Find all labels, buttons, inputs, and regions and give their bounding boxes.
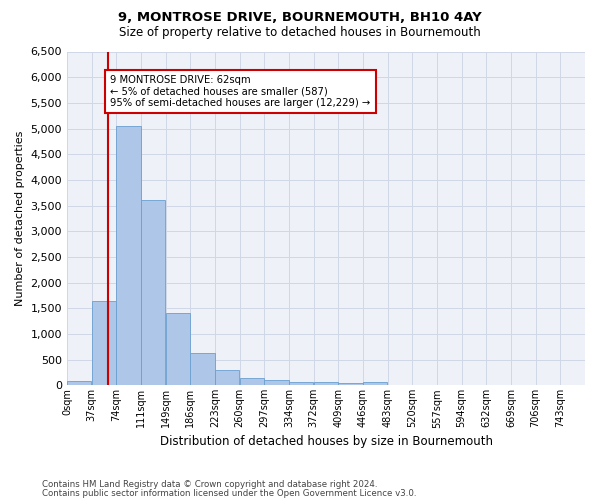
Bar — [239, 378, 264, 386]
Text: 9, MONTROSE DRIVE, BOURNEMOUTH, BH10 4AY: 9, MONTROSE DRIVE, BOURNEMOUTH, BH10 4AY — [118, 11, 482, 24]
Bar — [215, 370, 239, 386]
Text: 9 MONTROSE DRIVE: 62sqm
← 5% of detached houses are smaller (587)
95% of semi-de: 9 MONTROSE DRIVE: 62sqm ← 5% of detached… — [110, 74, 371, 108]
Bar — [166, 314, 190, 386]
Bar — [92, 300, 116, 386]
Bar — [116, 126, 141, 386]
Text: Contains public sector information licensed under the Open Government Licence v3: Contains public sector information licen… — [42, 488, 416, 498]
Bar — [314, 382, 338, 386]
Text: Contains HM Land Registry data © Crown copyright and database right 2024.: Contains HM Land Registry data © Crown c… — [42, 480, 377, 489]
Bar — [338, 383, 363, 386]
Text: Size of property relative to detached houses in Bournemouth: Size of property relative to detached ho… — [119, 26, 481, 39]
Bar — [289, 382, 313, 386]
Bar — [141, 200, 166, 386]
Y-axis label: Number of detached properties: Number of detached properties — [15, 130, 25, 306]
Bar — [67, 382, 91, 386]
X-axis label: Distribution of detached houses by size in Bournemouth: Distribution of detached houses by size … — [160, 434, 493, 448]
Bar — [265, 380, 289, 386]
Bar — [190, 354, 215, 386]
Bar — [363, 382, 388, 386]
